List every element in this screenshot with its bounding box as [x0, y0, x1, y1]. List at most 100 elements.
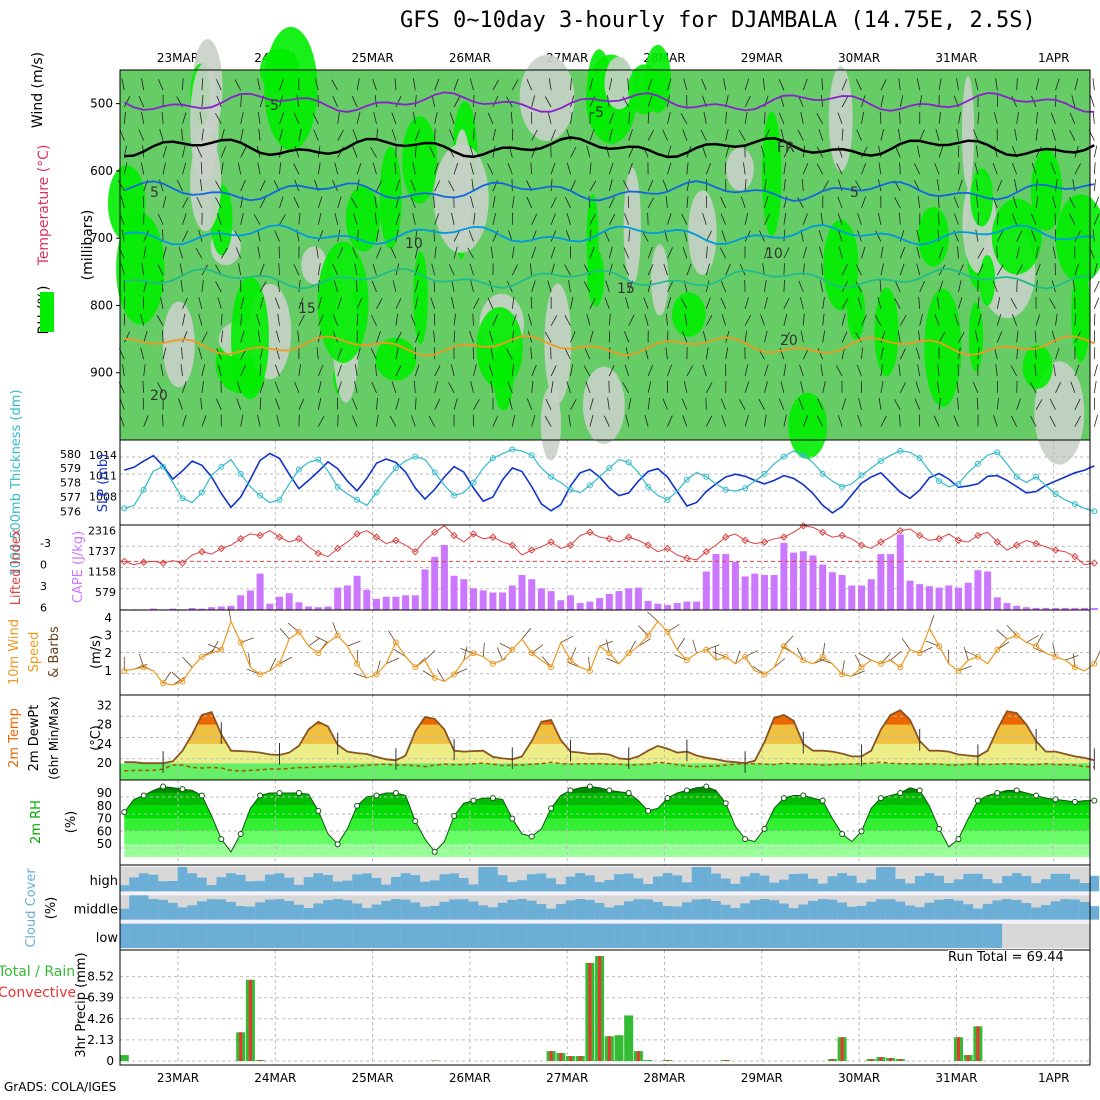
thickness-point	[160, 463, 167, 470]
rh-point	[722, 800, 729, 807]
cape-bar	[227, 605, 235, 610]
dewpoint-axis-label: 2m DewPt	[27, 705, 42, 772]
wind-barb	[143, 280, 148, 293]
wind-barb	[585, 381, 591, 394]
date-label-top: 23MAR	[157, 51, 199, 65]
wind-barb	[608, 263, 613, 276]
wind-barb	[783, 212, 787, 225]
wind-barb	[628, 111, 631, 124]
wind-barb	[974, 162, 979, 175]
wind-barb	[278, 263, 280, 276]
rh-moist-cell	[970, 168, 994, 227]
rh-point	[218, 836, 225, 843]
wind-barb	[544, 331, 552, 343]
wind-barb	[298, 297, 304, 309]
cloud-bar	[1050, 901, 1061, 920]
wind-barb	[1010, 298, 1018, 310]
thickness-point	[489, 455, 496, 462]
wind-barb	[240, 112, 244, 124]
wind-barb	[276, 414, 280, 427]
precip-convective-bar	[976, 1026, 980, 1061]
cloud-bar	[846, 906, 857, 920]
wind-barb	[976, 195, 979, 208]
wind-barb	[916, 145, 921, 158]
wind-barb	[511, 314, 517, 326]
rh-point	[1013, 787, 1020, 794]
cape-bar	[654, 603, 662, 610]
wind-barb	[374, 195, 377, 208]
cloud-bar	[585, 875, 595, 892]
precip-convective-bar	[724, 1060, 728, 1061]
wind-barb	[938, 397, 941, 410]
wind-barb	[681, 213, 688, 225]
cloud-bar	[924, 873, 935, 892]
cloud-bar	[1089, 875, 1100, 892]
thickness-point	[257, 492, 264, 499]
wind-barb	[1031, 230, 1037, 242]
surface-wind-barb	[436, 669, 445, 682]
wind-barb	[762, 78, 765, 91]
lifted-index-point	[333, 544, 342, 553]
wind-barb	[894, 197, 901, 209]
wind-barb	[1093, 364, 1098, 377]
cloud-bar	[924, 902, 935, 920]
cloud-bar	[478, 867, 489, 892]
wind-barb	[395, 347, 399, 360]
wind-barb	[161, 414, 164, 427]
wind-barb	[161, 111, 164, 124]
precip-total-label: Total / Rain	[0, 964, 75, 980]
wind-barb	[332, 314, 339, 326]
cloud-bar	[167, 880, 178, 892]
cape-bar	[518, 575, 526, 610]
rh-point	[392, 789, 399, 796]
wind-barb	[201, 78, 204, 91]
thickness-point	[839, 483, 846, 490]
wind-barb	[919, 280, 926, 293]
wind-barb	[822, 296, 825, 309]
cloud-bar	[129, 895, 139, 920]
lifted-tick-label: 6	[40, 602, 47, 615]
precip-tick-label: 0	[106, 1054, 114, 1068]
wind-barb	[644, 414, 649, 427]
wind-barb	[259, 397, 262, 410]
wind-barb	[1016, 398, 1021, 410]
wind-barb	[625, 297, 630, 309]
wind-barb	[818, 129, 824, 141]
wind-barb	[744, 111, 748, 124]
wind-barb	[195, 247, 203, 259]
wind-speed-point	[936, 643, 943, 650]
wind-barb	[837, 145, 843, 158]
wind-barb	[201, 95, 204, 108]
cloud-bar	[672, 923, 683, 948]
cloud-bar	[740, 876, 750, 892]
contour-label: 10	[765, 246, 783, 262]
cape-tick-label: 1737	[88, 545, 116, 558]
wind-barb	[647, 247, 653, 259]
lifted-index-point	[954, 536, 963, 545]
wind-barb	[492, 212, 497, 225]
wind-tick-label: 2	[104, 646, 112, 660]
cloud-bar	[575, 873, 586, 892]
cloud-bar	[294, 923, 304, 948]
wind-barb	[434, 365, 441, 377]
wind-barb	[627, 78, 630, 91]
wind-barb	[822, 330, 826, 343]
wind-barb	[157, 213, 164, 225]
wind-barb	[123, 331, 131, 343]
rh-point	[839, 830, 846, 837]
wind-barb	[334, 162, 339, 175]
rh-dry-cell	[544, 283, 572, 404]
wind-barb	[1035, 314, 1041, 326]
cloud-bar	[672, 906, 683, 920]
wind-barb	[332, 264, 339, 276]
wind-barb	[356, 162, 362, 175]
temp-band	[124, 710, 1090, 725]
cloud-bar	[934, 875, 944, 892]
wind-barb	[764, 196, 769, 209]
wind-barb	[370, 146, 377, 158]
thickness-point	[412, 453, 419, 460]
cloud-bar	[216, 899, 227, 920]
wind-barb	[861, 146, 868, 158]
cloud-bar	[1021, 903, 1032, 920]
wind-barb	[628, 162, 633, 175]
